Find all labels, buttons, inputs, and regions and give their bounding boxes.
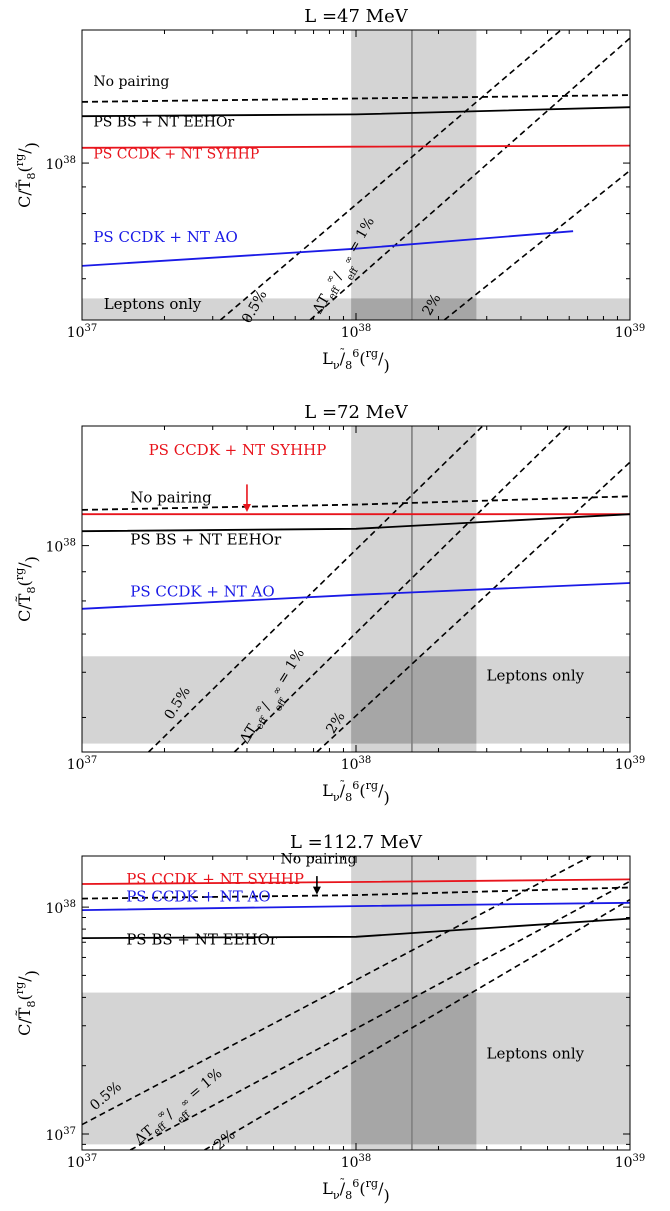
band-overlap: [351, 298, 477, 320]
chart-panel-3: 1037 1038 1039 1037 1038 L =112.7 MeV Lν/̃86(r…: [13, 832, 645, 1205]
series-label-2: PS CCDK + NT SYHHP: [126, 870, 304, 888]
series-label-3: PS CCDK + NT SYHHP: [93, 147, 259, 163]
series-label-1: No pairing: [281, 851, 357, 867]
series-line-2: [82, 886, 630, 900]
leptons-only-label: Leptons only: [104, 295, 202, 313]
series-label-4: PS BS + NT EEHOr: [126, 930, 278, 948]
leptons-only-label: Leptons only: [487, 1045, 585, 1063]
x-tick-label: 1039: [615, 755, 646, 773]
series-line-1: [82, 878, 630, 885]
cooling-line-3: [443, 169, 630, 320]
series-label-3: PS CCDK + NT AO: [126, 887, 270, 905]
series-label-1: PS CCDK + NT SYHHP: [149, 441, 327, 459]
chart-title: L =112.7 MeV: [290, 832, 423, 853]
y-tick-label: 1037: [45, 1126, 76, 1144]
cooling-line-1: [148, 426, 484, 752]
cooling-line-3: [316, 461, 630, 752]
leptons-only-label: Leptons only: [487, 667, 585, 685]
series-label-4: PS CCDK + NT AO: [130, 582, 274, 600]
cooling-line-2: [233, 426, 568, 752]
series-line-4: [82, 582, 630, 610]
annotation-arrowhead: [312, 886, 321, 895]
series-label-1: No pairing: [93, 74, 169, 90]
chart-title: L =72 MeV: [304, 402, 408, 423]
y-tick-label: 1038: [45, 155, 76, 173]
series-line-2: [82, 106, 630, 118]
cooling-line-1: [82, 856, 592, 1126]
series-label-2: No pairing: [130, 488, 212, 506]
x-tick-label: 1038: [341, 323, 372, 341]
series-line-3: [82, 901, 630, 911]
chart-title: L =47 MeV: [304, 6, 408, 27]
y-tick-label: 1038: [45, 538, 76, 556]
series-line-1: [82, 94, 630, 103]
series-line-3: [82, 513, 630, 533]
series-line-4: [82, 230, 574, 267]
series-label-2: PS BS + NT EEHOr: [93, 115, 234, 131]
x-tick-label: 1037: [67, 323, 98, 341]
x-tick-label: 1039: [615, 1153, 646, 1171]
x-axis-label: Lν/̃86(rg/): [322, 347, 389, 375]
x-axis-label: Lν/̃86(rg/): [322, 1177, 389, 1205]
series-line-4: [82, 917, 630, 939]
shaded-observation-band: [351, 30, 477, 320]
band-overlap: [351, 656, 477, 744]
x-tick-label: 1039: [615, 323, 646, 341]
cooling-line-3: [204, 898, 630, 1150]
band-overlap: [351, 992, 477, 1145]
series-line-1: [82, 495, 630, 511]
y-tick-label: 1038: [45, 899, 76, 917]
cooling-line-2: [309, 37, 630, 320]
x-tick-label: 1038: [341, 755, 372, 773]
x-tick-label: 1037: [67, 755, 98, 773]
series-label-3: PS BS + NT EEHOr: [130, 530, 282, 548]
cooling-line-2: [129, 880, 630, 1150]
series-label-4: PS CCDK + NT AO: [93, 228, 237, 246]
chart-panel-1: 1037 1038 1039 1038 L =47 MeV Lν/̃86(rg/) C/T̃…: [13, 6, 645, 375]
chart-panel-2: 1037 1038 1039 1038 L =72 MeV Lν/̃86(rg/) C/T̃…: [13, 402, 645, 807]
x-axis-label: Lν/̃86(rg/): [322, 779, 389, 807]
x-tick-label: 1038: [341, 1153, 372, 1171]
series-line-3: [82, 144, 630, 149]
x-tick-label: 1037: [67, 1153, 98, 1171]
annotation-arrowhead: [242, 504, 251, 513]
y-axis-label: C/T̃8(rg/): [13, 970, 41, 1036]
y-axis-label: C/T̃8(rg/): [13, 142, 41, 208]
cooling-line-1: [219, 30, 562, 320]
y-axis-label: C/T̃8(rg/): [13, 556, 41, 622]
